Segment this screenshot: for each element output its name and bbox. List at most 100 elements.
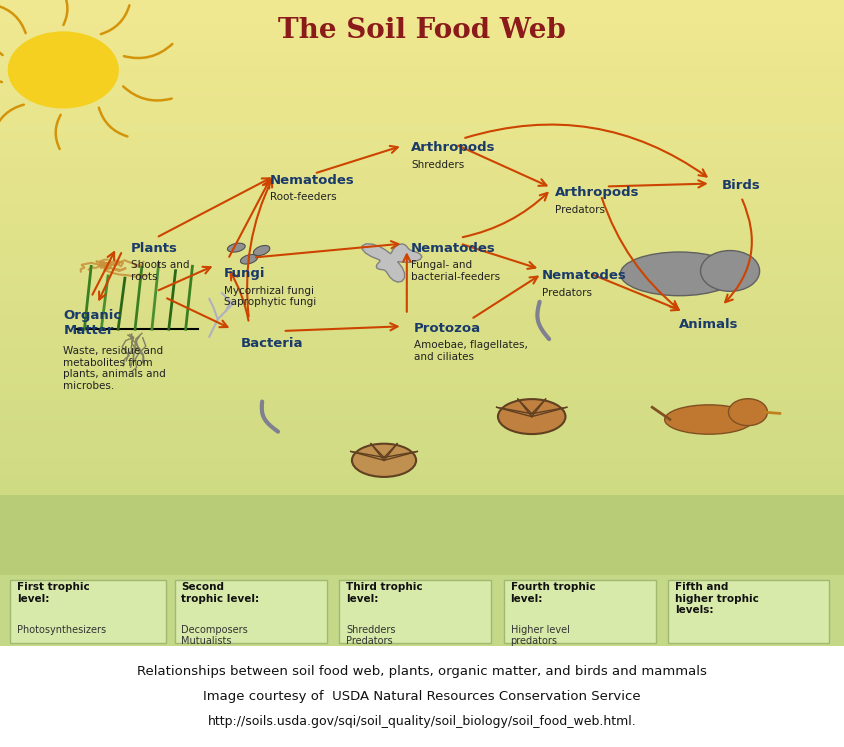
Bar: [0, 210, 844, 214]
Ellipse shape: [241, 255, 257, 264]
Text: Photosynthesizers: Photosynthesizers: [17, 624, 106, 635]
Text: Nematodes: Nematodes: [411, 242, 495, 255]
Bar: [0, 350, 844, 353]
Bar: [0, 288, 844, 291]
Bar: [0, 105, 844, 109]
Bar: [0, 334, 844, 338]
Bar: [0, 435, 844, 439]
Text: Image courtesy of  USDA Natural Resources Conservation Service: Image courtesy of USDA Natural Resources…: [203, 690, 641, 703]
Bar: [0, 97, 844, 101]
Bar: [0, 443, 844, 447]
Bar: [0, 152, 844, 155]
Bar: [0, 260, 844, 264]
Bar: [0, 415, 844, 420]
Text: Nematodes: Nematodes: [270, 173, 354, 187]
Bar: [0, 276, 844, 279]
Text: Fungal- and
bacterial-feeders: Fungal- and bacterial-feeders: [411, 261, 500, 282]
Bar: [0, 93, 844, 97]
Ellipse shape: [253, 246, 270, 255]
Bar: [0, 16, 844, 19]
Text: Predators: Predators: [555, 205, 605, 215]
Bar: [0, 392, 844, 396]
Text: Amoebae, flagellates,
and ciliates: Amoebae, flagellates, and ciliates: [414, 341, 528, 362]
Bar: [0, 245, 844, 249]
Bar: [0, 369, 844, 373]
Bar: [0, 140, 844, 143]
Text: Predators: Predators: [542, 288, 592, 298]
Text: Higher level
predators: Higher level predators: [675, 646, 734, 668]
Circle shape: [728, 399, 767, 426]
Bar: [0, 4, 844, 7]
Bar: [0, 346, 844, 350]
Bar: [0, 66, 844, 70]
Bar: [0, 284, 844, 288]
Text: First trophic
level:: First trophic level:: [17, 583, 89, 604]
Bar: [0, 27, 844, 31]
Bar: [0, 404, 844, 408]
Bar: [0, 470, 844, 474]
Bar: [0, 357, 844, 362]
Bar: [0, 330, 844, 334]
Text: Waste, residue and
metabolites from
plants, animals and
microbes.: Waste, residue and metabolites from plan…: [63, 346, 166, 391]
Bar: [0, 214, 844, 217]
Bar: [0, 31, 844, 35]
Bar: [0, 46, 844, 51]
Bar: [0, 291, 844, 295]
Bar: [0, 482, 844, 486]
Bar: [0, 431, 844, 435]
Bar: [0, 563, 844, 567]
Bar: [0, 23, 844, 27]
Bar: [0, 81, 844, 85]
Bar: [0, 229, 844, 233]
Bar: [0, 237, 844, 241]
Bar: [0, 252, 844, 256]
Bar: [0, 365, 844, 369]
Bar: [0, 385, 844, 388]
Bar: [0, 362, 844, 365]
Bar: [0, 517, 844, 521]
Bar: [0, 408, 844, 412]
Ellipse shape: [620, 252, 738, 296]
Text: Fifth and
higher trophic
levels:: Fifth and higher trophic levels:: [675, 583, 759, 616]
Bar: [0, 256, 844, 260]
Bar: [0, 521, 844, 524]
Bar: [0, 55, 844, 58]
Bar: [0, 194, 844, 198]
Bar: [0, 70, 844, 74]
Bar: [0, 353, 844, 357]
Bar: [0, 217, 844, 221]
Bar: [0, 272, 844, 276]
Bar: [0, 540, 844, 544]
Bar: [0, 241, 844, 245]
Bar: [0, 427, 844, 431]
Bar: [0, 489, 844, 493]
Bar: [0, 7, 844, 12]
Bar: [0, 342, 844, 346]
Bar: [0, 62, 844, 66]
Bar: [0, 136, 844, 140]
Bar: [0, 39, 844, 43]
Bar: [0, 575, 844, 579]
Bar: [0, 420, 844, 424]
Bar: [0, 171, 844, 175]
Bar: [0, 163, 844, 167]
Polygon shape: [362, 244, 422, 282]
Bar: [0, 279, 844, 284]
Bar: [0, 128, 844, 132]
Bar: [0, 512, 844, 517]
Bar: [0, 155, 844, 159]
Bar: [0, 501, 844, 505]
Bar: [0, 190, 844, 194]
Bar: [0, 78, 844, 81]
Text: The Soil Food Web: The Soil Food Web: [278, 17, 566, 45]
Text: Plants: Plants: [131, 242, 178, 255]
Bar: [0, 314, 844, 318]
Text: Organic
Matter: Organic Matter: [63, 309, 122, 337]
Bar: [0, 19, 844, 23]
Bar: [0, 175, 844, 179]
Circle shape: [8, 32, 118, 108]
Text: Protozoa: Protozoa: [414, 322, 481, 335]
Text: Birds: Birds: [722, 179, 760, 193]
Text: Third trophic
level:: Third trophic level:: [346, 583, 423, 604]
Text: http://soils.usda.gov/sqi/soil_quality/soil_biology/soil_food_web.html.: http://soils.usda.gov/sqi/soil_quality/s…: [208, 716, 636, 728]
